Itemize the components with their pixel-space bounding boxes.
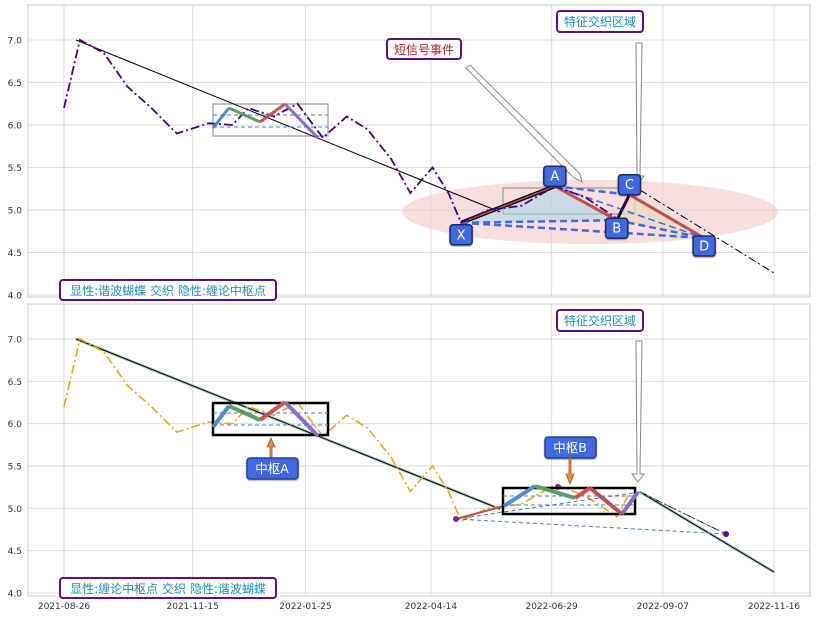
y-tick-label: 6.5 — [8, 79, 22, 89]
top-legend-box — [59, 279, 277, 301]
short-signal-label: 短信号事件 — [394, 43, 454, 57]
price-line-bottom — [63, 337, 631, 523]
callout-pivot-b: 中枢B — [544, 436, 597, 486]
x-tick-label: 2021-08-26 — [38, 602, 91, 612]
point-badge-a — [543, 165, 567, 187]
xabcd-labels: X A B C D — [449, 165, 716, 257]
bottom-legend-box — [59, 577, 277, 599]
top-y-tick-labels: 4.0 4.5 5.0 5.5 6.0 6.5 7.0 — [8, 37, 23, 302]
y-tick-label: 4.5 — [8, 249, 22, 259]
price-line-top — [63, 38, 631, 225]
y-tick-label: 4.5 — [8, 547, 22, 557]
ab-leg — [554, 184, 618, 222]
y-tick-label: 5.0 — [8, 207, 23, 217]
pivot-box-b — [501, 486, 637, 516]
top-pivot-box-a — [212, 103, 329, 137]
xa-leg-inner — [460, 185, 556, 224]
pivot-zigzag-bottom — [211, 400, 640, 516]
ad-ratio — [554, 185, 705, 239]
point-label-b: B — [612, 222, 621, 237]
callout-feature-region-top: 特征交织区域 — [556, 10, 645, 185]
top-legend-text: 显性:谐波蝴蝶 交织 隐性:缠论中枢点 — [70, 283, 266, 298]
y-tick-label: 5.0 — [8, 505, 23, 515]
point-label-d: D — [699, 240, 709, 255]
pivot-b-label: 中枢B — [553, 440, 587, 455]
y-tick-label: 5.5 — [8, 463, 22, 473]
trend-line-top — [75, 39, 501, 213]
pivot-box-a — [211, 401, 330, 437]
ac-ratio — [554, 184, 630, 196]
callout-pivot-a: 中枢A — [246, 437, 299, 480]
point-badge-d — [692, 235, 716, 257]
xab-triangle — [461, 186, 617, 223]
x-tick-label: 2022-11-16 — [748, 602, 801, 612]
trend-line-bottom-2-core — [639, 491, 775, 573]
y-tick-label: 5.5 — [8, 164, 22, 174]
cd-leg — [628, 193, 705, 240]
point-badge-x — [449, 224, 473, 246]
top-panel: 4.0 4.5 5.0 5.5 6.0 6.5 7.0 短信号事件 特征交织区域 X A B C D — [8, 4, 811, 302]
y-tick-label: 4.0 — [8, 590, 23, 600]
feature-region-label-bottom: 特征交织区域 — [564, 313, 636, 328]
x-tick-labels: 2021-08-26 2021-11-15 2022-01-25 2022-04-14… — [38, 602, 801, 612]
feature-region-label-top: 特征交织区域 — [564, 14, 636, 29]
d-marker-bottom — [723, 531, 729, 537]
y-tick-label: 7.0 — [8, 37, 23, 47]
point-label-x: X — [457, 228, 466, 243]
bottom-legend-text: 显性:缠论中枢点 交织 隐性:谐波蝴蝶 — [70, 581, 266, 596]
bottom-plot-area — [27, 303, 811, 597]
x-marker-bottom — [453, 516, 459, 522]
x-tick-label: 2021-11-15 — [167, 602, 219, 612]
y-tick-label: 7.0 — [8, 336, 23, 346]
bottom-y-tick-labels: 4.0 4.5 5.0 5.5 6.0 6.5 7.0 — [8, 336, 23, 600]
bd-ratio — [616, 218, 705, 240]
callout-feature-region-bottom: 特征交织区域 — [556, 309, 645, 483]
x-tick-label: 2022-01-25 — [279, 602, 331, 612]
pivot-a-label: 中枢A — [255, 461, 289, 476]
bottom-panel: 4.0 4.5 5.0 5.5 6.0 6.5 7.0 2021-08-26 2021-11-… — [8, 303, 811, 612]
projection-line-top — [639, 189, 775, 274]
point-badge-c — [617, 173, 642, 196]
x-tick-label: 2022-04-14 — [405, 602, 458, 612]
y-tick-label: 4.0 — [8, 292, 23, 302]
pivot-zigzag-top — [211, 102, 328, 140]
xd-ratio — [461, 221, 705, 240]
point-label-a: A — [550, 170, 559, 185]
callout-short-signal: 短信号事件 — [386, 38, 583, 183]
x-tick-label: 2022-09-07 — [637, 602, 689, 612]
y-tick-label: 6.0 — [8, 122, 23, 132]
y-tick-label: 6.0 — [8, 420, 23, 430]
trend-line-bottom-core — [75, 338, 501, 510]
butterfly-pattern — [460, 184, 705, 240]
point-label-c: C — [625, 178, 634, 193]
x-tick-label: 2022-06-29 — [525, 602, 578, 612]
xb-ratio — [461, 218, 617, 224]
point-badge-b — [605, 217, 629, 239]
y-tick-label: 6.5 — [8, 378, 22, 388]
bcd-triangle — [616, 194, 705, 239]
